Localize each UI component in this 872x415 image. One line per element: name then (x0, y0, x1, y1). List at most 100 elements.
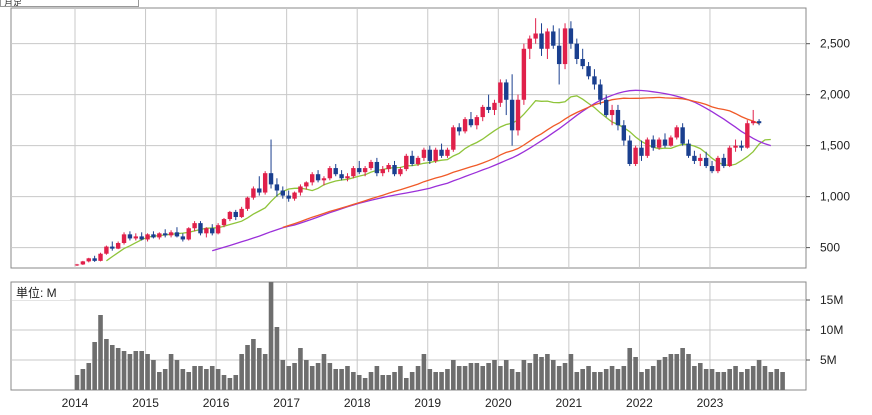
price-gridlines (11, 8, 806, 268)
volume-bar (745, 369, 750, 390)
candle-body (251, 188, 256, 198)
candle-body (104, 246, 109, 254)
volume-bar (621, 366, 627, 390)
candle-body (721, 157, 726, 167)
volume-bar (627, 348, 633, 390)
volume-bar (286, 366, 291, 390)
volume-bar (298, 348, 303, 390)
volume-bar (539, 357, 544, 390)
candle-body (304, 182, 309, 187)
volume-bar (251, 339, 256, 390)
volume-bar (580, 369, 585, 390)
candle-body (327, 168, 333, 179)
candle-body (745, 123, 750, 148)
candle-body (268, 173, 274, 185)
volume-bar (157, 372, 162, 390)
candle-body (480, 106, 485, 118)
volume-bar (715, 372, 721, 390)
volume-bar (521, 360, 527, 390)
candle-body (427, 149, 432, 161)
volume-bar (280, 360, 286, 390)
candle-body (368, 161, 374, 169)
x-tick-label: 2015 (132, 396, 159, 410)
volume-bar (674, 354, 680, 390)
candle-body (498, 82, 503, 103)
volume-bar (321, 354, 327, 390)
volume-bar (345, 366, 350, 390)
candle-body (433, 149, 438, 161)
candle-body (221, 219, 227, 226)
volume-tick-label: 5M (820, 353, 837, 367)
volume-bar (462, 366, 468, 390)
volume-bar (762, 366, 768, 390)
volume-bar (109, 345, 115, 390)
x-tick-label: 2017 (273, 396, 300, 410)
candle-body (374, 161, 380, 174)
volume-bar (174, 360, 180, 390)
candle-body (174, 232, 180, 237)
volume-bar (386, 375, 391, 390)
candle-body (533, 33, 538, 39)
volume-bar (315, 363, 321, 390)
volume-bar (750, 366, 756, 390)
candle-body (157, 233, 162, 238)
candle-body (198, 223, 203, 234)
candle-body (98, 253, 103, 261)
volume-bar (486, 363, 491, 390)
ma-mid-line (212, 89, 771, 252)
candlesticks (74, 18, 762, 266)
candle-body (215, 225, 221, 234)
candle-body (245, 197, 250, 209)
volume-tick-label: 15M (820, 293, 843, 307)
price-tick-label: 1,000 (820, 190, 850, 204)
candle-body (333, 168, 338, 175)
candle-body (415, 157, 421, 164)
volume-bar (180, 369, 186, 390)
candle-body (656, 139, 662, 148)
candle-body (286, 195, 291, 199)
volume-bar (574, 372, 580, 390)
volume-bar (780, 372, 785, 390)
price-tick-label: 500 (820, 241, 840, 255)
volume-bar (92, 342, 97, 390)
candle-body (280, 190, 285, 196)
candle-body (639, 147, 644, 156)
volume-bar (439, 372, 444, 390)
volume-bar (609, 366, 615, 390)
candle-body (698, 157, 703, 161)
volume-bar (204, 369, 209, 390)
volume-bar (686, 354, 691, 390)
volume-bar (333, 369, 339, 390)
candle-body (592, 76, 597, 85)
volume-bar (498, 366, 503, 390)
volume-bar (503, 360, 509, 390)
volume-bar (368, 372, 374, 390)
candle-body (292, 192, 297, 199)
candle-body (257, 188, 262, 193)
volume-bars (74, 282, 785, 390)
candle-body (474, 117, 480, 126)
candle-body (462, 119, 468, 132)
candle-body (380, 169, 385, 174)
volume-bar (692, 366, 697, 390)
candle-body (692, 155, 697, 161)
volume-bar (268, 282, 274, 390)
volume-bar (415, 366, 421, 390)
ma-long-line (282, 96, 760, 229)
candle-body (345, 176, 350, 179)
volume-bar (721, 372, 727, 390)
candle-body (398, 169, 403, 175)
candle-body (739, 145, 744, 148)
volume-bar (262, 354, 268, 390)
volume-bar (768, 372, 774, 390)
volume-bar (633, 357, 638, 390)
volume-bar (739, 372, 744, 390)
volume-bar (392, 372, 397, 390)
candle-body (262, 173, 268, 193)
candle-body (310, 174, 315, 183)
candle-body (703, 157, 709, 167)
candle-body (409, 155, 415, 164)
volume-bar (351, 372, 356, 390)
